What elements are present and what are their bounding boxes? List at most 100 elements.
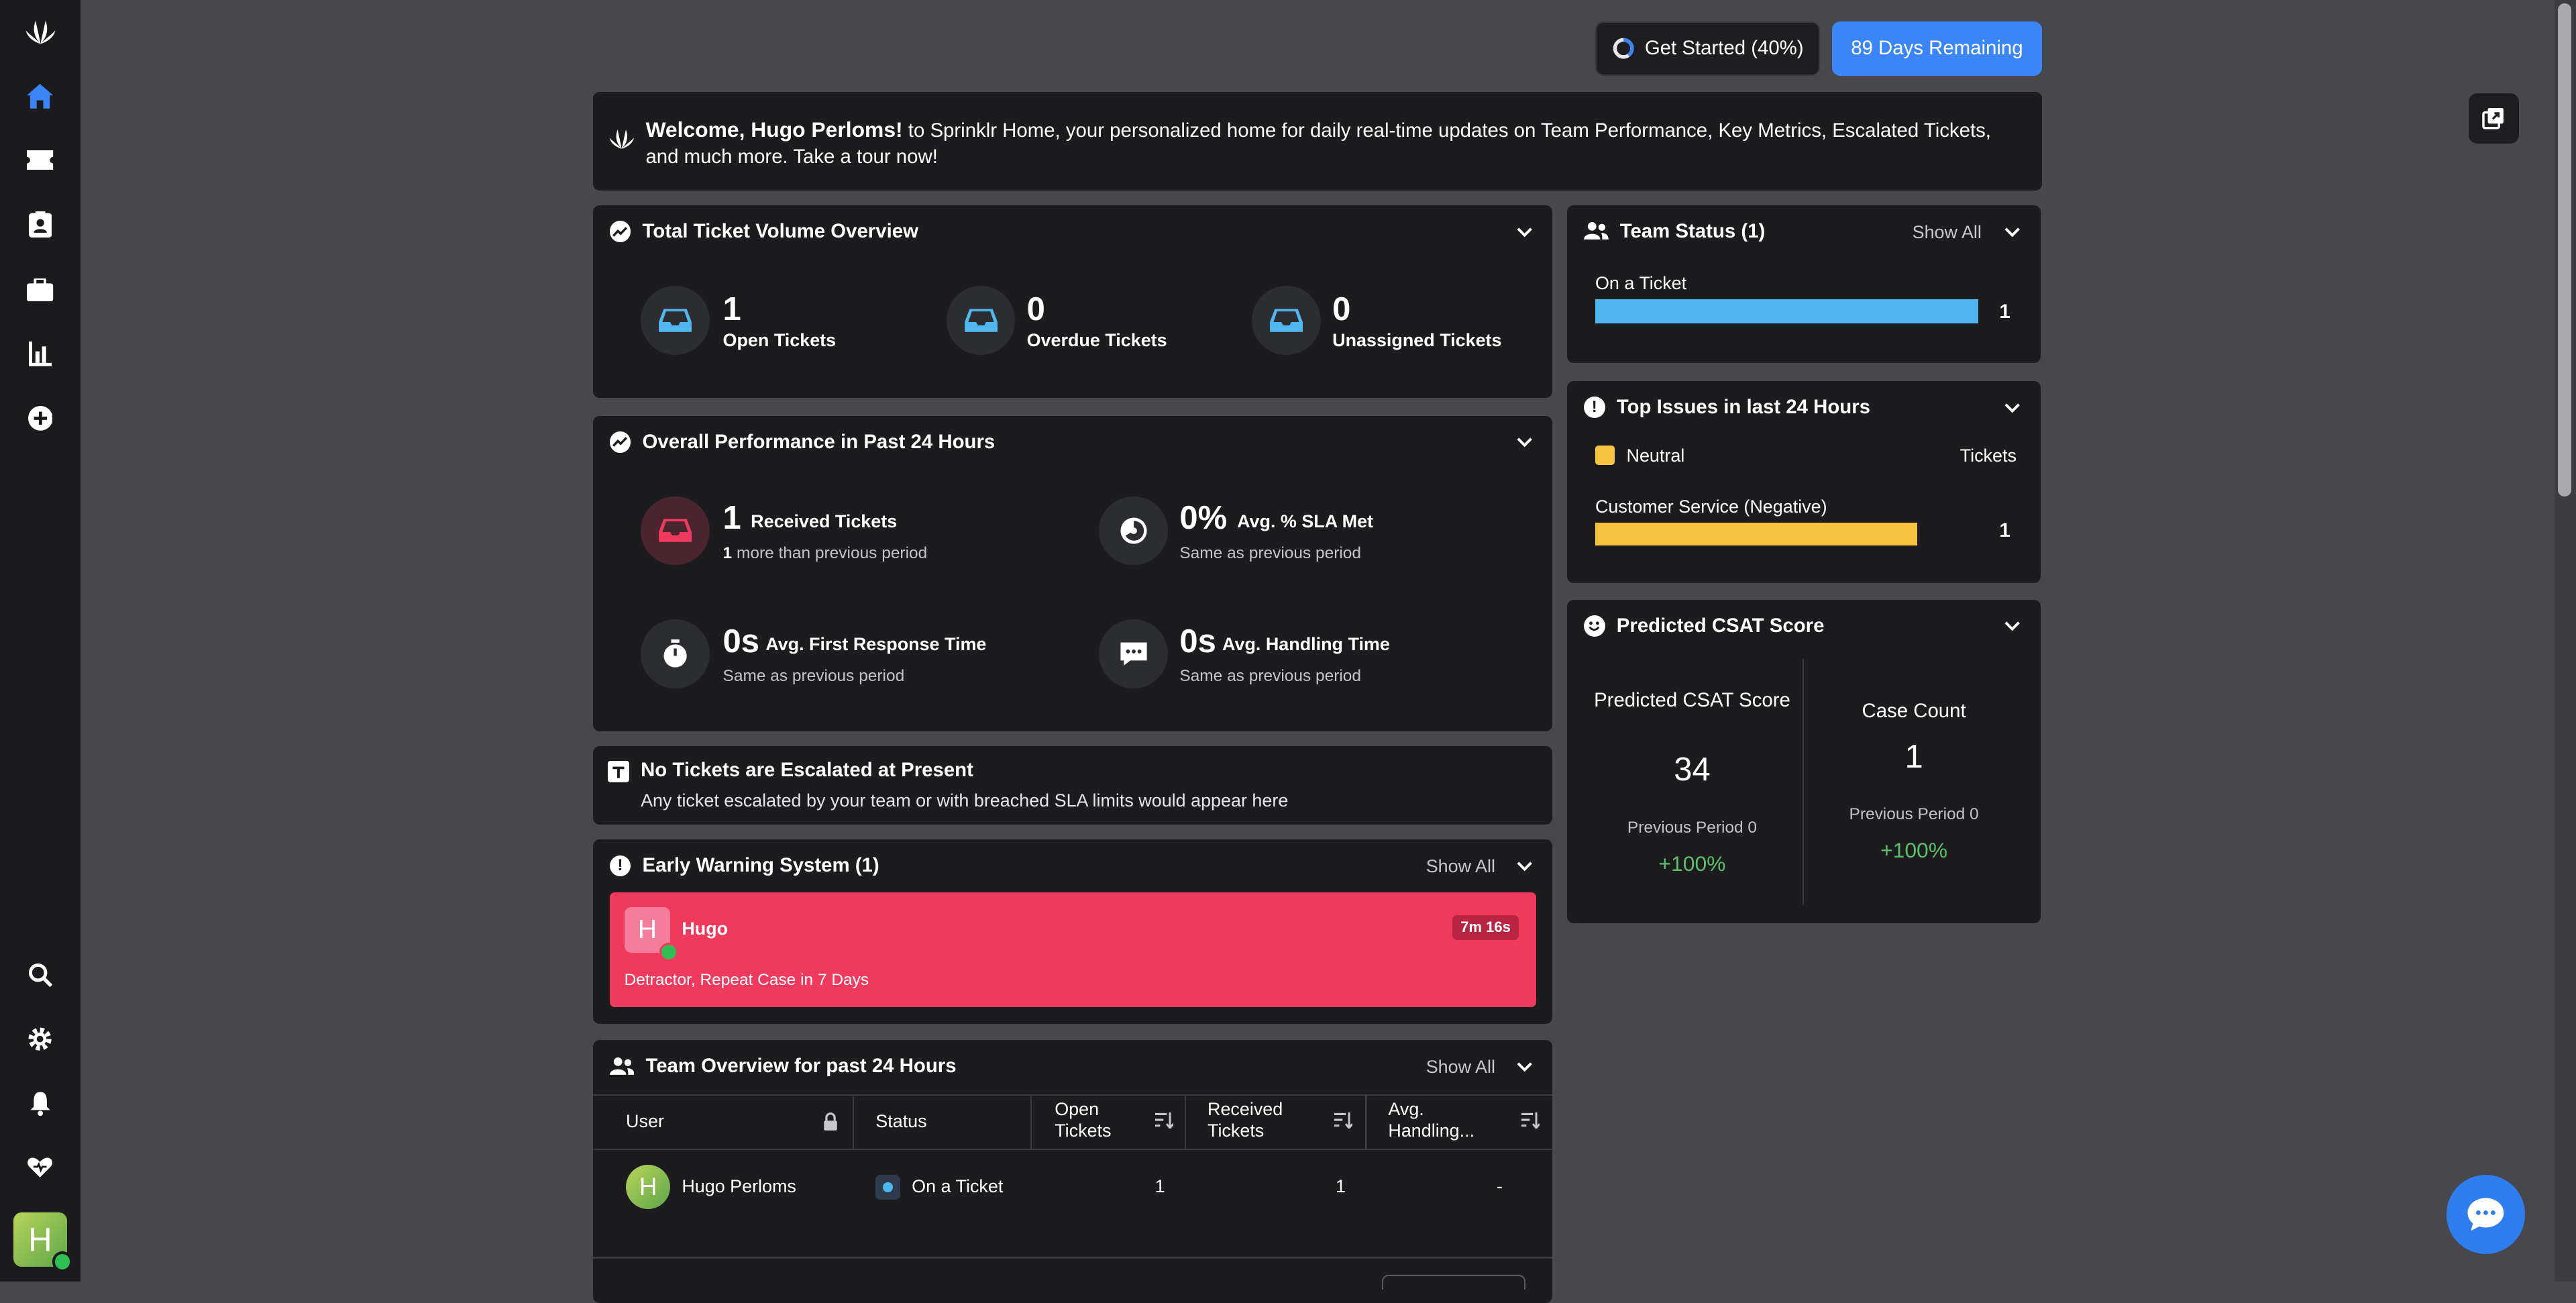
- sla-met-value: 0%: [1179, 500, 1228, 537]
- card-header: ! Early Warning System (1): [609, 854, 879, 877]
- first-response-value: 0s: [722, 623, 760, 660]
- chevron-down-icon[interactable]: [2002, 222, 2022, 242]
- escalated-title: No Tickets are Escalated at Present: [641, 759, 973, 782]
- user-name: Hugo Perloms: [682, 1176, 796, 1197]
- status-label: On a Ticket: [1595, 272, 1687, 293]
- received-tickets-cell: 1: [1336, 1176, 1346, 1197]
- status-dot-icon: [875, 1175, 901, 1200]
- welcome-name: Welcome, Hugo Perloms!: [645, 117, 903, 142]
- table-row[interactable]: H Hugo Perloms On a Ticket 1 1 -: [593, 1150, 1552, 1226]
- issue-count: 1: [1999, 519, 2010, 541]
- alert-icon: !: [609, 855, 631, 877]
- sort-icon[interactable]: [1334, 1112, 1352, 1129]
- case-count-label: Case Count: [1862, 700, 1966, 723]
- issue-label: Customer Service (Negative): [1595, 496, 1827, 517]
- care-icon[interactable]: [19, 1147, 60, 1188]
- briefcase-icon[interactable]: [19, 270, 60, 311]
- csat-card: Predicted CSAT Score Predicted CSAT Scor…: [1567, 599, 2041, 924]
- contacts-icon[interactable]: [19, 204, 60, 245]
- card-title: Overall Performance in Past 24 Hours: [642, 430, 996, 453]
- chevron-down-icon[interactable]: [2002, 398, 2022, 417]
- trial-days-label: 89 Days Remaining: [1851, 37, 2023, 60]
- user-avatar-initial: H: [639, 1173, 657, 1201]
- issue-alert-icon: !: [1583, 397, 1605, 419]
- get-started-button[interactable]: Get Started (40%): [1595, 21, 1821, 76]
- trend-icon: [609, 221, 631, 243]
- received-tickets-value: 1: [722, 500, 741, 537]
- home-icon[interactable]: [19, 76, 60, 117]
- tickets-column-label: Tickets: [1960, 445, 2017, 466]
- welcome-banner: Welcome, Hugo Perloms! to Sprinklr Home,…: [593, 92, 2043, 191]
- inbox-icon: [946, 286, 1016, 355]
- sla-gauge-icon: [1099, 496, 1169, 566]
- chevron-down-icon[interactable]: [1515, 432, 1534, 452]
- team-icon: [1583, 222, 1609, 240]
- received-delta-value: 1: [722, 543, 733, 562]
- team-overview-card: Team Overview for past 24 Hours Show All…: [593, 1040, 1553, 1303]
- column-divider: [1365, 1094, 1367, 1149]
- column-header-status[interactable]: Status: [875, 1110, 927, 1131]
- column-divider: [1184, 1094, 1187, 1149]
- case-count-value: 1: [1904, 738, 1923, 775]
- add-icon[interactable]: [19, 398, 60, 439]
- inbox-red-icon: [641, 496, 710, 566]
- status-bar-track: [1595, 299, 1978, 324]
- show-all-link[interactable]: Show All: [1426, 1056, 1495, 1077]
- user-avatar: H: [626, 1165, 671, 1210]
- warning-user-name: Hugo: [682, 918, 729, 939]
- warning-reason: Detractor, Repeat Case in 7 Days: [624, 971, 869, 990]
- stopwatch-icon: [641, 619, 710, 689]
- pagination-control[interactable]: [1381, 1275, 1526, 1290]
- card-header: ! Top Issues in last 24 Hours: [1583, 396, 1870, 419]
- sla-met-label: Avg. % SLA Met: [1237, 511, 1374, 531]
- external-link-icon: [2482, 108, 2504, 129]
- received-tickets-delta: 1 more than previous period: [723, 544, 928, 563]
- column-header-received-tickets[interactable]: Received Tickets: [1208, 1099, 1283, 1141]
- online-status-dot: [659, 942, 679, 961]
- get-started-label: Get Started (40%): [1644, 37, 1804, 60]
- scrollbar-thumb[interactable]: [2558, 3, 2571, 497]
- sort-icon[interactable]: [1521, 1112, 1540, 1129]
- column-header-user[interactable]: User: [626, 1110, 664, 1131]
- progress-ring-icon: [1613, 38, 1634, 59]
- column-header-open-tickets[interactable]: Open Tickets: [1055, 1099, 1112, 1141]
- user-avatar[interactable]: H: [13, 1212, 72, 1272]
- trial-days-button[interactable]: 89 Days Remaining: [1831, 21, 2043, 76]
- chat-icon: [2467, 1198, 2504, 1231]
- column-header-avg-handling[interactable]: Avg. Handling...: [1388, 1099, 1475, 1141]
- chevron-down-icon[interactable]: [1515, 856, 1534, 876]
- bell-icon[interactable]: [19, 1083, 60, 1124]
- unassigned-tickets-value: 0: [1332, 291, 1351, 328]
- chevron-down-icon[interactable]: [1515, 222, 1534, 242]
- sort-icon[interactable]: [1155, 1112, 1173, 1129]
- ticket-icon[interactable]: [19, 140, 60, 180]
- escalated-message: Any ticket escalated by your team or wit…: [641, 790, 1289, 811]
- warning-item[interactable]: H Hugo 7m 16s Detractor, Repeat Case in …: [609, 892, 1536, 1008]
- card-header: Overall Performance in Past 24 Hours: [609, 430, 996, 454]
- status-bar-fill: [1595, 299, 1978, 324]
- chat-bubble-icon: [1099, 619, 1169, 689]
- trend-icon: [609, 431, 631, 453]
- table-divider: [593, 1257, 1553, 1259]
- open-external-button[interactable]: [2467, 92, 2520, 145]
- case-count-previous: Previous Period 0: [1849, 805, 1979, 823]
- escalated-card: No Tickets are Escalated at Present Any …: [593, 745, 1553, 825]
- card-title: Top Issues in last 24 Hours: [1616, 396, 1870, 419]
- sprinklr-logo-icon[interactable]: [19, 11, 60, 52]
- column-divider: [1030, 1094, 1032, 1149]
- chat-launcher-button[interactable]: [2446, 1175, 2526, 1254]
- received-delta-text: more than previous period: [732, 543, 928, 562]
- settings-icon[interactable]: [19, 1019, 60, 1059]
- overdue-tickets-label: Overdue Tickets: [1026, 330, 1167, 351]
- warning-time-badge: 7m 16s: [1452, 915, 1519, 940]
- show-all-link[interactable]: Show All: [1912, 221, 1982, 242]
- chevron-down-icon[interactable]: [2002, 616, 2022, 635]
- reports-icon[interactable]: [19, 333, 60, 374]
- legend-swatch-neutral: [1595, 445, 1615, 466]
- issue-bar-track: [1595, 522, 1917, 546]
- smile-icon: [1583, 615, 1605, 637]
- online-status-dot: [52, 1251, 72, 1272]
- chevron-down-icon[interactable]: [1515, 1057, 1534, 1076]
- show-all-link[interactable]: Show All: [1426, 855, 1495, 876]
- search-icon[interactable]: [19, 955, 60, 996]
